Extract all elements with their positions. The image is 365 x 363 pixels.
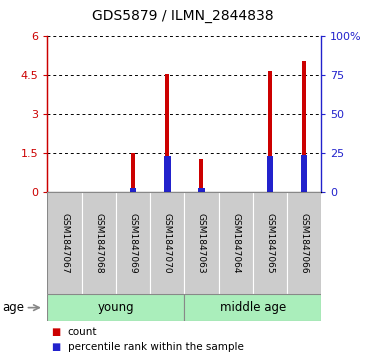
Text: GSM1847066: GSM1847066	[300, 213, 308, 274]
Text: percentile rank within the sample: percentile rank within the sample	[68, 342, 243, 352]
Bar	[82, 192, 116, 294]
Text: GSM1847068: GSM1847068	[94, 213, 103, 274]
Text: GSM1847064: GSM1847064	[231, 213, 240, 273]
Bar	[302, 61, 306, 192]
Bar	[47, 294, 184, 321]
Bar	[199, 159, 204, 192]
Text: GDS5879 / ILMN_2844838: GDS5879 / ILMN_2844838	[92, 9, 273, 23]
Bar	[130, 188, 136, 192]
Text: GSM1847065: GSM1847065	[265, 213, 274, 274]
Text: ■: ■	[51, 342, 60, 352]
Text: GSM1847070: GSM1847070	[163, 213, 172, 274]
Bar	[301, 155, 307, 192]
Text: GSM1847069: GSM1847069	[128, 213, 138, 274]
Bar	[131, 153, 135, 192]
Bar	[184, 192, 219, 294]
Bar	[198, 188, 205, 192]
Bar	[219, 192, 253, 294]
Bar	[165, 74, 169, 192]
Bar	[287, 192, 321, 294]
Bar	[116, 192, 150, 294]
Bar	[266, 156, 273, 192]
Bar	[47, 192, 82, 294]
Text: age: age	[2, 301, 24, 314]
Text: GSM1847063: GSM1847063	[197, 213, 206, 274]
Text: middle age: middle age	[220, 301, 286, 314]
Text: young: young	[97, 301, 134, 314]
Text: GSM1847067: GSM1847067	[60, 213, 69, 274]
Text: count: count	[68, 327, 97, 337]
Bar	[268, 72, 272, 192]
Bar	[253, 192, 287, 294]
Bar	[184, 294, 321, 321]
Bar	[164, 156, 170, 192]
Bar	[150, 192, 184, 294]
Text: ■: ■	[51, 327, 60, 337]
